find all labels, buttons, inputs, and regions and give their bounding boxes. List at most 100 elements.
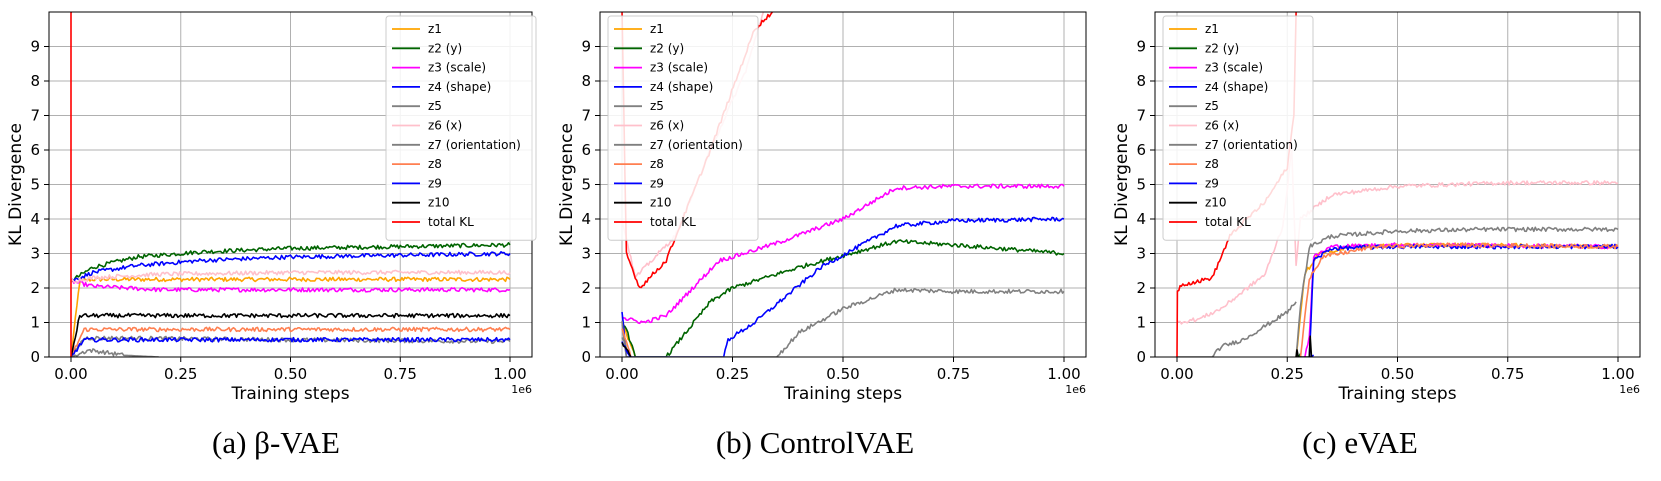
legend-entry: total KL [392, 215, 474, 229]
x-tick-label-0: 0.00 [605, 365, 638, 383]
y-tick-label-2: 2 [581, 279, 591, 297]
y-tick-label-4: 4 [30, 210, 40, 228]
x-tick-label-4: 1.00 [1047, 365, 1080, 383]
legend-entry: z6 (x) [1169, 119, 1239, 133]
y-tick-label-5: 5 [30, 176, 40, 194]
series-line-z5 [621, 287, 1065, 357]
x-tick-label-2: 0.50 [274, 365, 307, 383]
legend-entry: z9 [392, 176, 442, 190]
x-tick-label-2: 0.50 [826, 365, 859, 383]
series-line-z8 [70, 326, 511, 357]
legend-label: z10 [1205, 196, 1227, 210]
legend-label: total KL [650, 215, 696, 229]
series-group [70, 12, 511, 357]
y-tick-label-0: 0 [581, 348, 591, 366]
series-line-z2-y- [70, 242, 511, 283]
series-line-z5 [70, 348, 159, 357]
x-axis-label: Training steps [230, 384, 349, 404]
y-tick-label-6: 6 [581, 141, 591, 159]
y-tick-label-7: 7 [30, 107, 40, 125]
x-tick-label-0: 0.00 [1160, 365, 1193, 383]
legend-entry: total KL [614, 215, 696, 229]
legend-label: z2 (y) [1205, 41, 1239, 55]
legend-entry: z4 (shape) [614, 80, 713, 94]
y-tick-label-4: 4 [581, 210, 591, 228]
legend-label: z7 (orientation) [1205, 138, 1298, 152]
legend-entry: z5 [614, 99, 664, 113]
x-tick-label-3: 0.75 [384, 365, 417, 383]
legend-label: total KL [428, 215, 474, 229]
legend-label: z5 [1205, 99, 1219, 113]
legend-label: z6 (x) [428, 119, 462, 133]
x-tick-label-1: 0.25 [1271, 365, 1304, 383]
series-line-z4-shape- [70, 251, 511, 283]
x-scale-label: 1e6 [511, 383, 532, 396]
legend-label: z9 [1205, 176, 1219, 190]
legend-entry: z6 (x) [614, 119, 684, 133]
legend-box [1162, 15, 1314, 241]
series-line-z3-scale- [1304, 242, 1619, 357]
x-tick-label-3: 0.75 [937, 365, 970, 383]
y-tick-label-6: 6 [1136, 141, 1146, 159]
legend-entry: total KL [1169, 215, 1251, 229]
legend-label: z10 [650, 196, 672, 210]
legend-label: z6 (x) [650, 119, 684, 133]
y-tick-label-3: 3 [581, 245, 591, 263]
legend-label: z5 [428, 99, 442, 113]
y-tick-label-1: 1 [30, 314, 40, 332]
y-axis-label: KL Divergence [1112, 123, 1132, 246]
legend-entry: z10 [614, 196, 672, 210]
legend-entry: z4 (shape) [392, 80, 491, 94]
series-group [1176, 12, 1619, 357]
series-line-z6-x- [1176, 147, 1619, 325]
series-line-z5 [1295, 226, 1619, 357]
chart-panel-2: 0.00 0.25 0.50 0.75 1.00 0 1 2 3 4 5 6 7 8 9 Training s… [557, 11, 1087, 460]
y-axis-label: KL Divergence [557, 123, 577, 246]
series-line-z10 [70, 312, 511, 357]
y-tick-label-9: 9 [30, 38, 40, 56]
x-axis-label: Training steps [783, 384, 902, 404]
series-line-z3-scale- [70, 278, 511, 293]
legend-label: z6 (x) [1205, 119, 1239, 133]
legend-label: z9 [650, 176, 664, 190]
legend-label: z3 (scale) [650, 61, 708, 75]
legend-label: z2 (y) [428, 41, 462, 55]
legend-label: z8 [1205, 157, 1219, 171]
legend-entry: z10 [1169, 196, 1227, 210]
legend-label: z8 [650, 157, 664, 171]
legend-label: z4 (shape) [428, 80, 491, 94]
y-tick-label-2: 2 [1136, 279, 1146, 297]
series-line-z10 [1295, 335, 1313, 357]
series-line-z3-scale- [621, 183, 1065, 325]
y-tick-label-9: 9 [581, 38, 591, 56]
y-tick-label-2: 2 [30, 279, 40, 297]
y-tick-label-3: 3 [1136, 245, 1146, 263]
legend-entry: z7 (orientation) [392, 138, 521, 152]
y-axis-label: KL Divergence [6, 123, 26, 246]
panel-caption: (c) eVAE [1302, 425, 1418, 460]
series-line-z7-orientation- [1177, 301, 1297, 357]
legend-label: z3 (scale) [1205, 61, 1263, 75]
x-tick-label-4: 1.00 [1601, 365, 1634, 383]
legend-label: z7 (orientation) [650, 138, 743, 152]
y-tick-label-6: 6 [30, 141, 40, 159]
y-tick-label-0: 0 [1136, 348, 1146, 366]
legend-label: z10 [428, 196, 450, 210]
legend-entry: z8 [392, 157, 442, 171]
y-tick-label-7: 7 [581, 107, 591, 125]
legend-label: z5 [650, 99, 664, 113]
legend-label: z4 (shape) [650, 80, 713, 94]
x-tick-label-4: 1.00 [493, 365, 526, 383]
legend: z1 z2 (y) z3 (scale) z4 (shape) z5 z6 (x) z7 (… [607, 15, 759, 241]
legend-box [385, 15, 537, 241]
series-line-z1 [1295, 242, 1619, 357]
legend-entry: z7 (orientation) [1169, 138, 1298, 152]
legend: z1 z2 (y) z3 (scale) z4 (shape) z5 z6 (x) z7 (… [1162, 15, 1314, 241]
legend-entry: z5 [1169, 99, 1219, 113]
y-tick-label-8: 8 [1136, 72, 1146, 90]
legend: z1 z2 (y) z3 (scale) z4 (shape) z5 z6 (x) z7 (… [385, 15, 537, 241]
panel-caption: (a) β-VAE [212, 425, 340, 460]
x-tick-label-0: 0.00 [54, 365, 87, 383]
legend-label: z3 (scale) [428, 61, 486, 75]
